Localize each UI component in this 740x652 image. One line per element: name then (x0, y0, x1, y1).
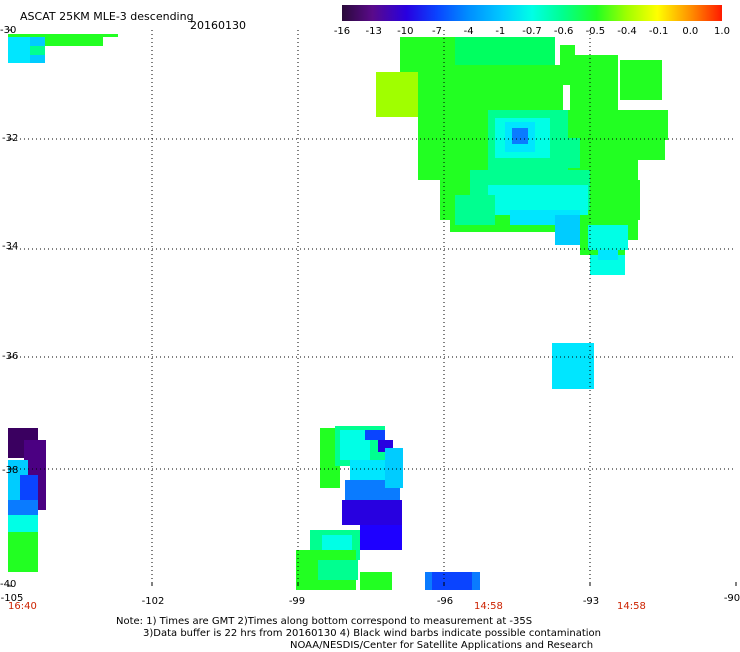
data-cell (552, 343, 594, 389)
colorbar-gradient (342, 5, 722, 21)
colorbar-tick-label: 1.0 (714, 26, 730, 37)
data-cell (8, 37, 30, 63)
data-cell (20, 475, 38, 505)
colorbar-tick-label: -0.6 (553, 26, 574, 37)
data-cell (455, 195, 495, 225)
data-cell (360, 572, 392, 590)
data-cell (620, 60, 662, 100)
note-line-1: Note: 1) Times are GMT 2)Times along bot… (116, 616, 533, 627)
x-tick-label: -99 (288, 596, 306, 607)
data-cell (560, 45, 575, 85)
data-cell (570, 55, 618, 115)
y-tick-label: -40 (0, 579, 17, 590)
data-cell (620, 115, 665, 160)
data-cell (598, 250, 618, 260)
colorbar-tick-label: 0.0 (682, 26, 699, 37)
data-cell (360, 525, 402, 550)
map-title: ASCAT 25KM MLE-3 descending (20, 10, 194, 23)
colorbar-tick-label: -13 (365, 26, 382, 37)
data-cell (432, 572, 472, 590)
colorbar-tick-label: -7 (432, 26, 442, 37)
colorbar-tick-label: -4 (463, 26, 474, 37)
colorbar (342, 5, 722, 21)
data-cell (8, 37, 103, 46)
x-tick-label: -96 (436, 596, 454, 607)
pass-time-label: 14:58 (474, 601, 503, 612)
y-tick-label: -36 (2, 351, 19, 362)
data-cell (418, 65, 563, 110)
x-tick-label: -105 (0, 593, 24, 604)
data-cell (342, 500, 402, 525)
note-line-2: 3)Data buffer is 22 hrs from 20160130 4)… (143, 628, 601, 639)
y-tick-label: -32 (2, 133, 19, 144)
x-tick-label: -93 (582, 596, 600, 607)
data-cell (8, 515, 38, 535)
data-cell (8, 34, 118, 37)
colorbar-tick-label: -0.7 (522, 26, 542, 37)
note-line-3: NOAA/NESDIS/Center for Satellite Applica… (290, 640, 594, 651)
data-cell (30, 46, 45, 55)
data-cell (365, 430, 385, 440)
colorbar-tick-label: -1 (495, 26, 506, 37)
data-cell (560, 138, 580, 168)
data-cell (385, 448, 403, 488)
pass-time-label: 16:40 (8, 601, 37, 612)
colorbar-tick-label: -16 (333, 26, 351, 37)
data-cell (555, 215, 580, 245)
data-cell (318, 560, 358, 580)
colorbar-tick-label: -0.5 (585, 26, 606, 37)
data-cell (8, 500, 38, 515)
data-cell (455, 37, 555, 67)
colorbar-tick-label: -0.1 (648, 26, 669, 37)
data-cell (8, 532, 38, 572)
y-tick-label: -38 (2, 465, 19, 476)
data-cell (588, 225, 628, 250)
colorbar-tick-label: -10 (397, 26, 414, 37)
colorbar-labels: -16 -13 -10 -7 -4 -1 -0.7 -0.6 -0.5 -0.4 -0.1 0.0 1.… (0, 26, 740, 40)
data-cell (512, 128, 528, 144)
y-tick-label: -30 (0, 25, 17, 36)
data-cell (376, 72, 418, 117)
colorbar-tick-label: -0.4 (617, 26, 637, 37)
map-date: 20160130 (190, 19, 246, 32)
pass-time-label: 14:58 (617, 601, 646, 612)
x-tick-label: -102 (141, 596, 165, 607)
x-tick-label: -90 (723, 593, 740, 604)
y-tick-label: -34 (2, 241, 19, 252)
